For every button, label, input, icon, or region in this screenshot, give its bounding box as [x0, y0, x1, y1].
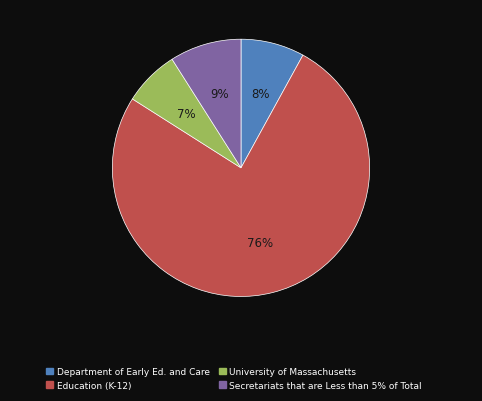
Wedge shape [112, 56, 370, 297]
Wedge shape [241, 40, 303, 168]
Legend: Department of Early Ed. and Care, Education (K-12), University of Massachusetts,: Department of Early Ed. and Care, Educat… [43, 365, 425, 393]
Text: 7%: 7% [177, 107, 196, 120]
Text: 8%: 8% [251, 87, 269, 100]
Wedge shape [133, 60, 241, 168]
Wedge shape [172, 40, 241, 168]
Text: 9%: 9% [210, 88, 229, 101]
Text: 76%: 76% [247, 237, 273, 249]
